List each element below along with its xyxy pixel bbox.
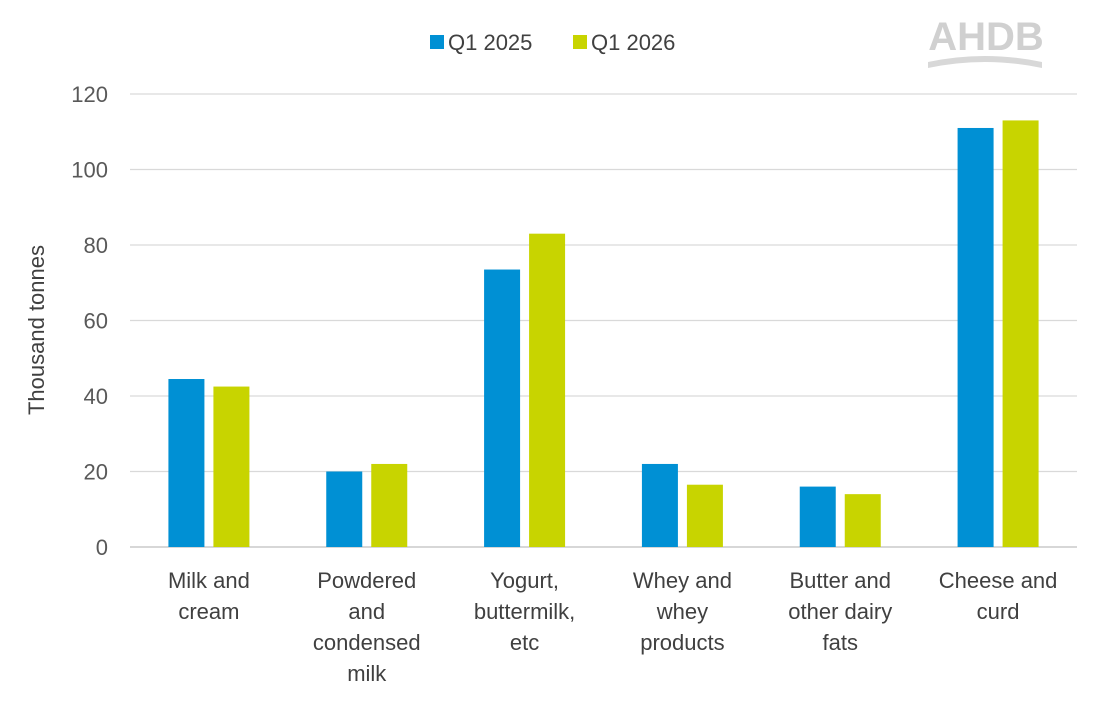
y-tick-label: 40 (84, 384, 108, 409)
y-axis-ticks: 0 20 40 60 80 100 120 (71, 82, 108, 560)
y-tick-label: 120 (71, 82, 108, 107)
y-tick-label: 0 (96, 535, 108, 560)
y-axis-label: Thousand tonnes (24, 245, 49, 415)
bar-q1-2025 (957, 127, 994, 547)
y-tick-label: 20 (84, 460, 108, 485)
y-tick-label: 100 (71, 158, 108, 183)
x-axis-labels: Milk and cream Powdered and condensed milk Yog… (168, 568, 1057, 686)
y-tick-label: 80 (84, 233, 108, 258)
bar-q1-2026 (371, 463, 408, 547)
x-category-label: Whey and whey products (633, 568, 732, 655)
bars (168, 120, 1039, 548)
legend-swatch (430, 35, 444, 49)
bar-q1-2026 (213, 386, 250, 547)
x-category-label: Milk and cream (168, 568, 250, 624)
bar-q1-2026 (844, 494, 881, 547)
legend: Q1 2025 Q1 2026 (430, 30, 675, 55)
bar-q1-2026 (686, 484, 723, 547)
x-category-label: Yogurt, buttermilk, etc (474, 568, 575, 655)
legend-label: Q1 2026 (591, 30, 675, 55)
bar-q1-2025 (641, 463, 678, 547)
x-category-label: Cheese and curd (939, 568, 1058, 624)
x-category-label: Powdered and condensed milk (313, 568, 421, 686)
logo-swoosh (928, 56, 1042, 68)
x-category-label: Butter and other dairy fats (788, 568, 892, 655)
bar-q1-2026 (1002, 120, 1039, 548)
legend-label: Q1 2025 (448, 30, 532, 55)
logo-text: AHDB (928, 15, 1044, 59)
bar-q1-2025 (484, 269, 521, 547)
ahdb-logo: AHDB (928, 15, 1044, 68)
y-tick-label: 60 (84, 309, 108, 334)
bar-q1-2025 (168, 379, 205, 547)
legend-swatch (573, 35, 587, 49)
bar-q1-2025 (326, 471, 363, 547)
bar-q1-2026 (529, 233, 566, 548)
grid-lines (130, 93, 1077, 548)
bar-q1-2025 (799, 486, 836, 547)
